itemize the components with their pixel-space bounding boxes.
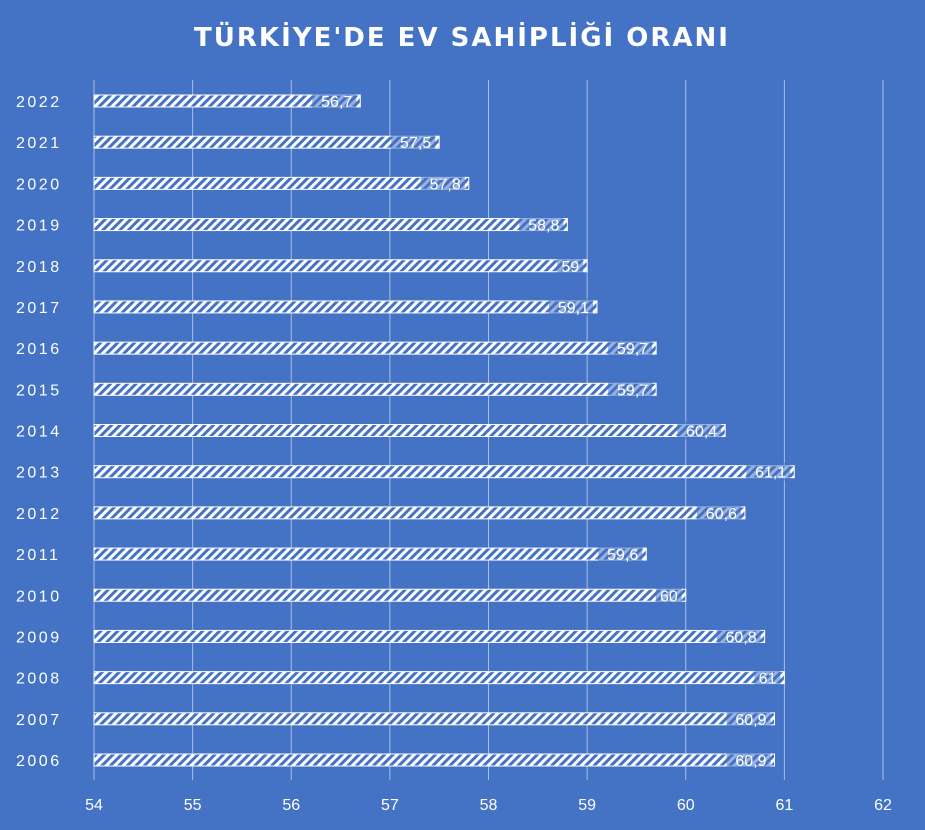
data-label-2006: 60,9 — [735, 753, 766, 770]
data-label-2017: 59,1 — [558, 300, 589, 317]
data-label-bg-2009 — [716, 627, 761, 646]
bar-2008 — [93, 671, 785, 685]
data-label-bg-2019 — [519, 215, 564, 234]
data-label-bg-2015 — [608, 380, 653, 399]
data-label-2007: 60,9 — [735, 712, 766, 729]
data-label-2019: 58,8 — [528, 218, 559, 235]
y-tick-2009: 2009 — [16, 629, 62, 646]
data-label-2009: 60,8 — [726, 629, 757, 646]
data-label-bg-2020 — [420, 174, 465, 193]
data-label-bg-2021 — [391, 133, 436, 152]
x-tick-56: 56 — [282, 797, 300, 814]
data-label-2008: 61 — [759, 671, 777, 688]
x-tick-60: 60 — [677, 797, 695, 814]
bar-2017 — [93, 300, 598, 314]
y-axis-tick-labels: 2022 2021 2020 2019 2018 2017 2016 2015 2014 2013… — [16, 94, 62, 770]
y-tick-2011: 2011 — [16, 547, 60, 564]
bar-2016 — [93, 341, 657, 355]
data-label-2013: 61,1 — [755, 465, 786, 482]
bar-2020 — [93, 176, 470, 190]
data-label-2015: 59,7 — [617, 382, 648, 399]
x-tick-57: 57 — [381, 797, 399, 814]
bar-2011 — [93, 547, 647, 561]
data-label-bg-2011 — [598, 545, 643, 564]
y-tick-2008: 2008 — [16, 671, 62, 688]
y-tick-2006: 2006 — [16, 753, 62, 770]
x-axis-tick-labels: 54 55 56 57 58 59 60 61 62 — [85, 797, 892, 814]
y-tick-2017: 2017 — [16, 300, 62, 317]
x-tick-54: 54 — [85, 797, 103, 814]
data-label-2010: 60 — [660, 588, 678, 605]
bar-2015 — [93, 382, 657, 396]
bar-2010 — [93, 588, 687, 602]
bar-2012 — [93, 506, 746, 520]
x-tick-59: 59 — [578, 797, 596, 814]
x-tick-55: 55 — [184, 797, 202, 814]
data-label-2014: 60,4 — [686, 424, 717, 441]
data-label-bg-2016 — [608, 339, 653, 358]
x-tick-61: 61 — [775, 797, 793, 814]
bar-2018 — [93, 259, 588, 273]
x-tick-62: 62 — [874, 797, 892, 814]
data-labels: 56,7 57,5 57,8 58,8 59 59,1 59,7 59,7 60,4 61,1 60… — [312, 92, 791, 770]
data-label-bg-2008 — [754, 668, 781, 687]
bar-2022 — [93, 94, 361, 108]
bar-2006 — [93, 753, 776, 767]
y-tick-2019: 2019 — [16, 218, 62, 235]
bars — [93, 94, 795, 767]
y-tick-2020: 2020 — [16, 176, 62, 193]
bar-2014 — [93, 424, 726, 437]
data-label-bg-2022 — [312, 92, 357, 110]
data-label-bg-2006 — [726, 751, 771, 769]
y-tick-2013: 2013 — [16, 465, 62, 482]
data-label-2012: 60,6 — [706, 506, 737, 523]
data-label-2018: 59 — [561, 259, 579, 276]
data-label-2022: 56,7 — [321, 94, 352, 111]
data-label-bg-2017 — [548, 297, 593, 316]
bar-2007 — [93, 712, 776, 726]
y-tick-2021: 2021 — [16, 135, 62, 152]
y-tick-2010: 2010 — [16, 588, 62, 605]
y-tick-2018: 2018 — [16, 259, 62, 276]
data-label-2011: 59,6 — [607, 547, 638, 564]
y-tick-2022: 2022 — [16, 94, 62, 111]
data-label-bg-2010 — [655, 586, 682, 605]
bar-2019 — [93, 218, 568, 232]
data-label-2016: 59,7 — [617, 341, 648, 358]
x-tick-58: 58 — [480, 797, 498, 814]
y-tick-2007: 2007 — [16, 712, 62, 729]
y-tick-2016: 2016 — [16, 341, 62, 358]
data-label-bg-2014 — [677, 421, 722, 440]
bar-2021 — [93, 135, 440, 149]
data-label-bg-2012 — [696, 503, 741, 522]
y-tick-2015: 2015 — [16, 382, 62, 399]
bar-2009 — [93, 629, 766, 643]
bar-2013 — [93, 465, 795, 479]
data-label-bg-2013 — [746, 462, 791, 481]
y-tick-2014: 2014 — [16, 424, 62, 441]
chart-title: TÜRKİYE'DE EV SAHİPLİĞİ ORANI — [194, 20, 730, 53]
data-label-2021: 57,5 — [400, 135, 431, 152]
data-label-bg-2018 — [557, 256, 584, 275]
data-label-2020: 57,8 — [430, 176, 461, 193]
data-label-bg-2007 — [726, 709, 771, 728]
y-tick-2012: 2012 — [16, 506, 62, 523]
